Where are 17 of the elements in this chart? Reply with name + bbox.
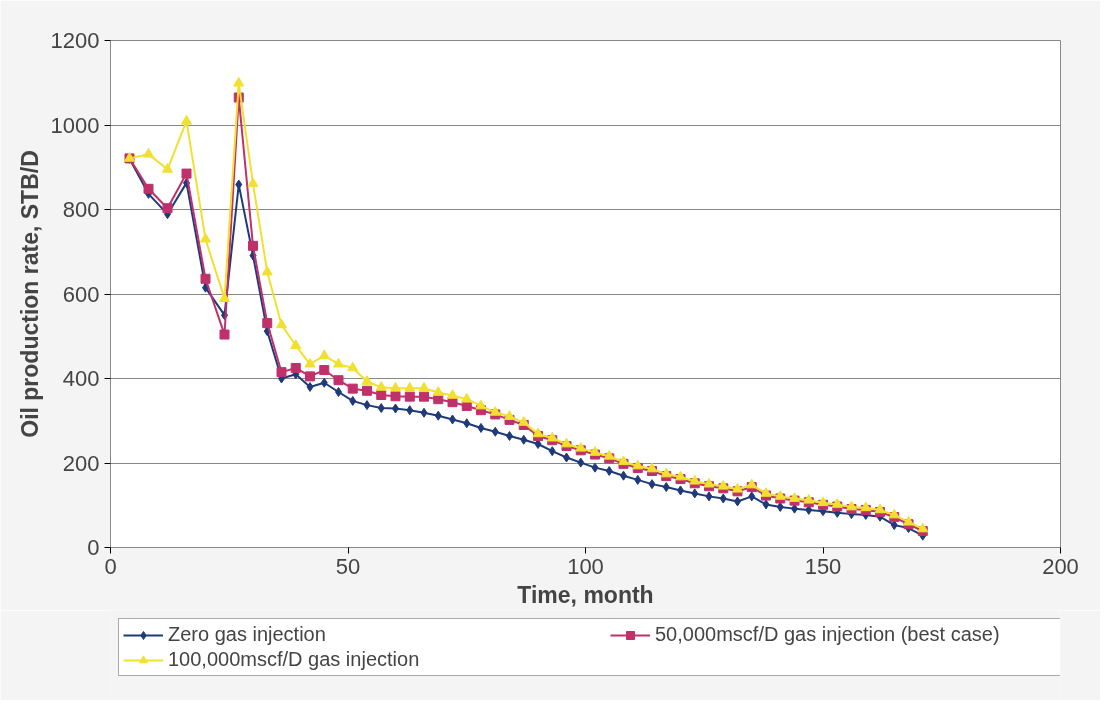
- y-tick-label: 400: [62, 366, 100, 391]
- y-tick-label: 0: [87, 535, 100, 560]
- x-tick-label: 50: [335, 553, 361, 579]
- x-tick-label: 150: [804, 553, 842, 579]
- y-tick-label: 1000: [50, 112, 100, 138]
- legend-label: 100,000mscf/D gas injection: [168, 648, 421, 671]
- x-axis-title: Time, month: [517, 581, 654, 608]
- y-tick-label: 800: [62, 197, 100, 222]
- y-tick-label: 600: [62, 281, 100, 307]
- x-tick-label: 100: [567, 553, 604, 579]
- y-tick-label: 200: [62, 450, 100, 476]
- legend-label: 50,000mscf/D gas injection (best case): [655, 623, 1001, 646]
- y-tick-label: 1200: [50, 28, 100, 53]
- x-tick-label: 200: [1042, 553, 1079, 579]
- y-axis-title: Oil production rate, STB/D: [16, 150, 43, 438]
- x-tick-label: 0: [104, 553, 117, 579]
- legend-label: Zero gas injection: [168, 623, 327, 646]
